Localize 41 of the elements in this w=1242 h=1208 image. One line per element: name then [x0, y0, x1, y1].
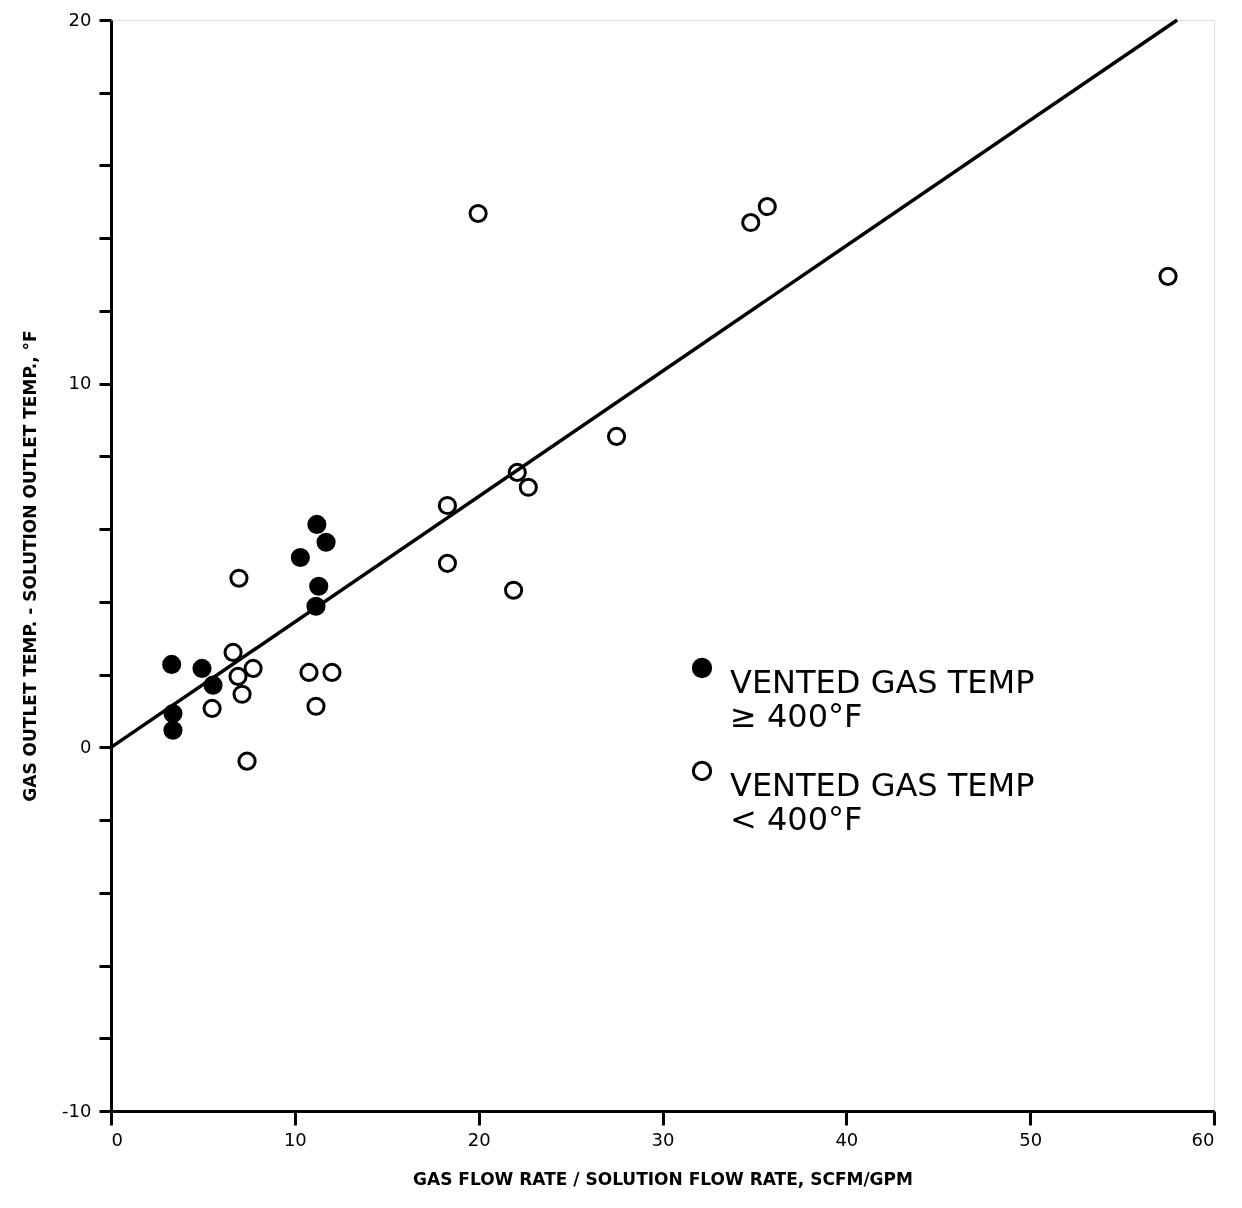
point [202, 698, 222, 718]
y-tick-label: 20 [68, 8, 92, 30]
point [468, 203, 488, 224]
point [223, 642, 243, 662]
point [1158, 266, 1178, 286]
y-tick-label: 10 [68, 372, 92, 394]
point [741, 213, 761, 233]
y-tick-label: -10 [62, 1099, 92, 1121]
x-tick-label: 0 [111, 1128, 123, 1150]
point [518, 477, 538, 497]
point [229, 568, 249, 588]
point [299, 662, 319, 682]
point [192, 658, 212, 678]
point [504, 580, 524, 600]
point [306, 696, 326, 716]
x-tick-label: 30 [651, 1128, 675, 1150]
point [237, 751, 257, 771]
y-tick-label: 0 [80, 735, 92, 757]
point [307, 514, 327, 534]
point [316, 532, 336, 552]
legend-label: VENTED GAS TEMP ≥ 400°F [730, 663, 1035, 735]
point [322, 662, 342, 682]
y-axis-title: GAS OUTLET TEMP. - SOLUTION OUTLET TEMP., °F [20, 330, 41, 802]
point [290, 547, 310, 568]
point [757, 197, 777, 217]
point [228, 666, 248, 686]
point [437, 495, 457, 516]
x-tick-label: 40 [835, 1128, 859, 1150]
point [232, 684, 252, 704]
point [606, 426, 627, 446]
x-tick-label: 60 [1191, 1128, 1215, 1150]
legend-label: VENTED GAS TEMP < 400°F [730, 766, 1035, 838]
x-tick-label: 10 [283, 1128, 307, 1150]
point [163, 720, 183, 740]
x-tick-label: 50 [1019, 1128, 1043, 1150]
x-axis-title: GAS FLOW RATE / SOLUTION FLOW RATE, SCFM/GPM [413, 1168, 913, 1189]
point [243, 658, 263, 678]
x-tick-label: 20 [467, 1128, 491, 1150]
point [162, 654, 182, 674]
point [437, 553, 457, 573]
point [309, 576, 329, 596]
